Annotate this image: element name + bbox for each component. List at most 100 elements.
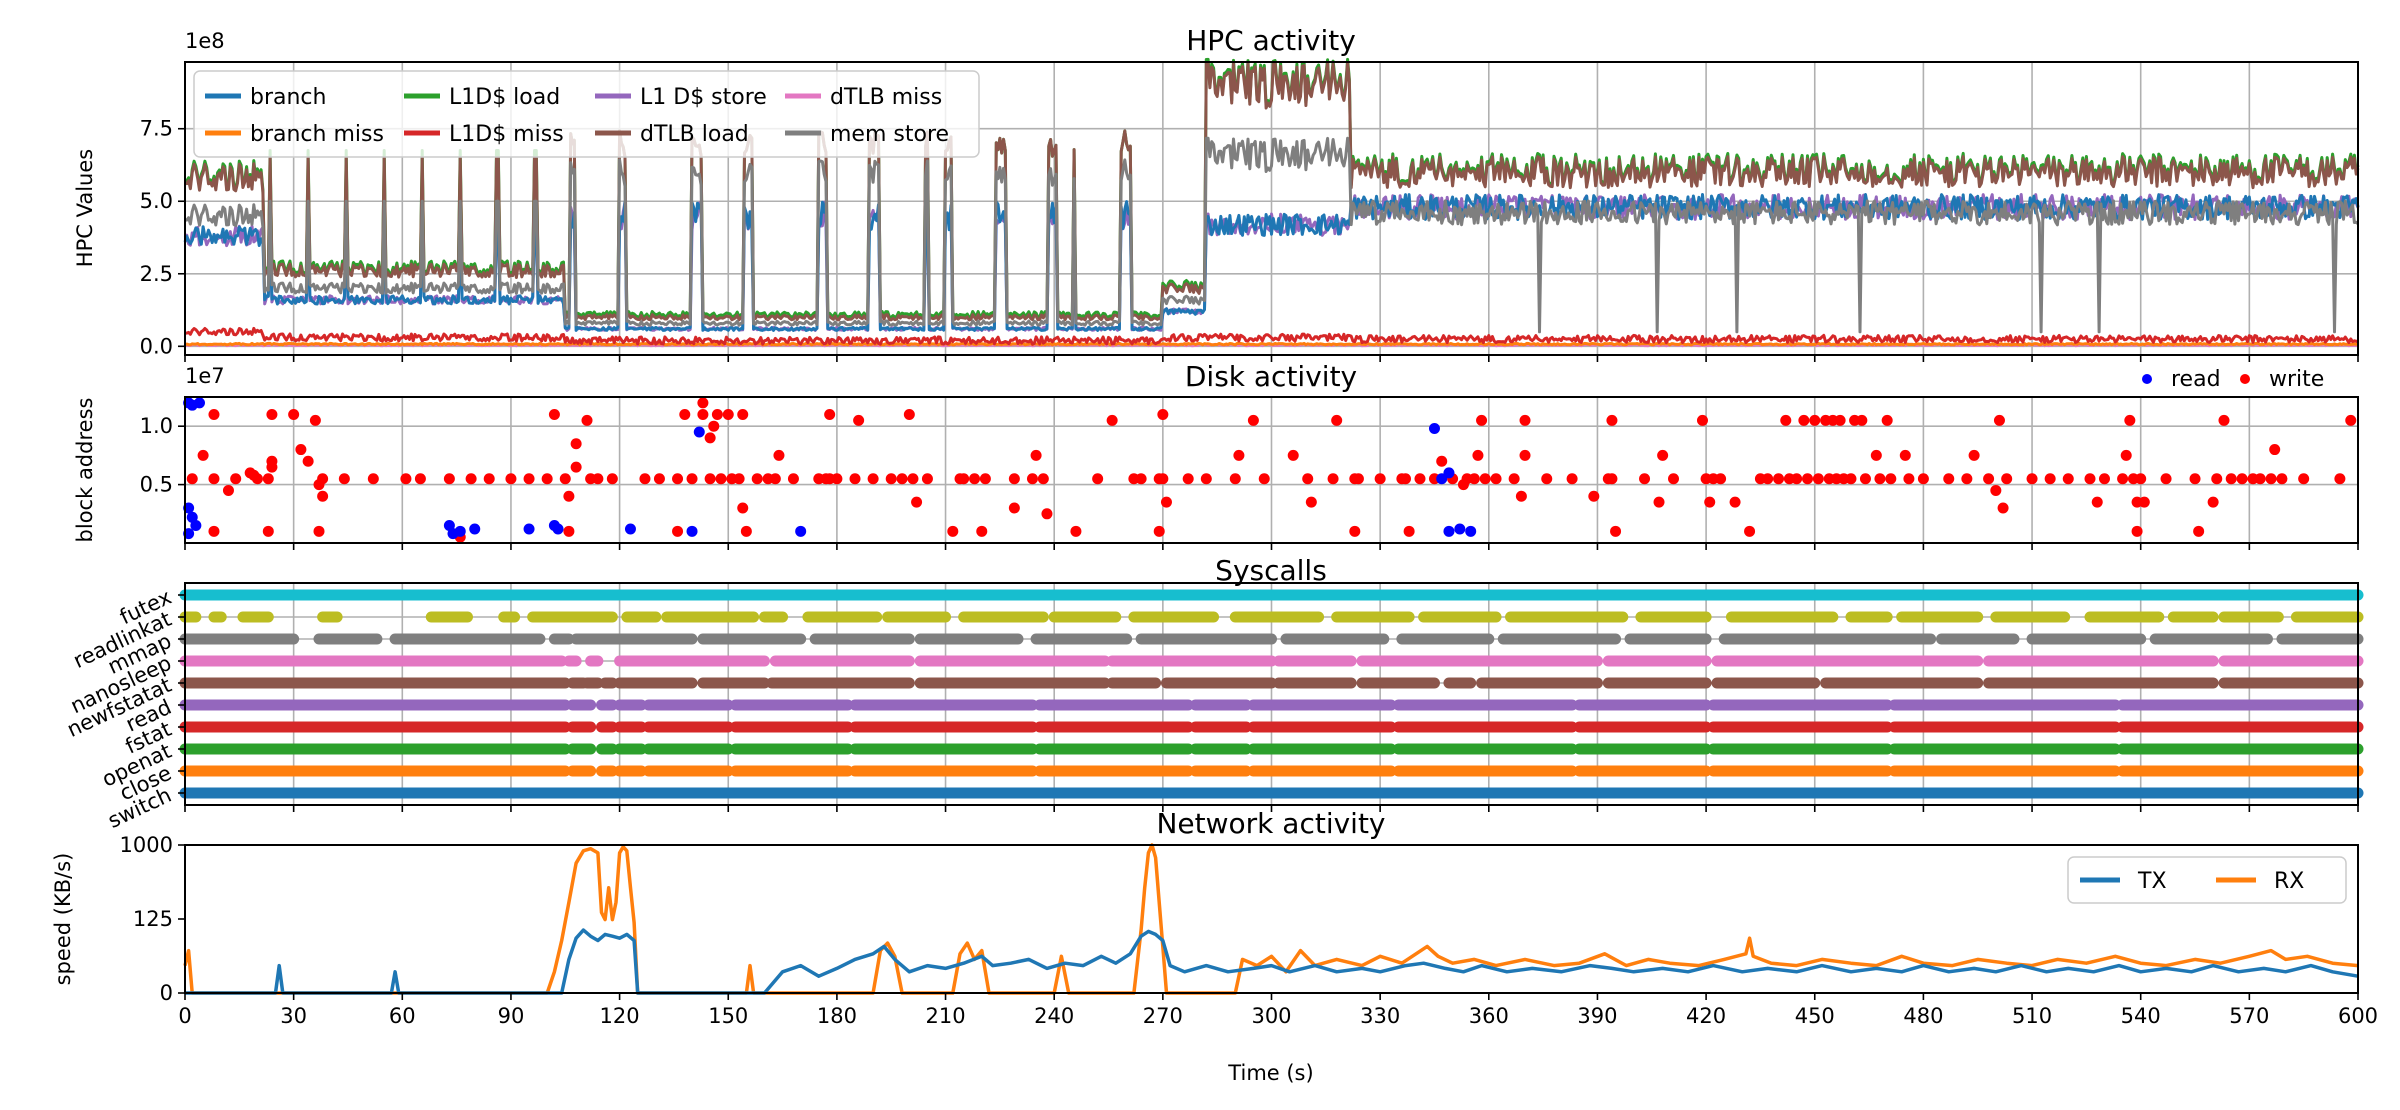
disk-write-point bbox=[1704, 496, 1716, 508]
disk-write-point bbox=[653, 473, 665, 485]
network-x-ticks: 0 30 60 90 120 150 180 210 240 270 300 330 360 390 420… bbox=[178, 993, 2378, 1028]
hpc-lines bbox=[183, 57, 2360, 348]
hpc-x-ticks bbox=[184, 355, 2359, 362]
disk-write-point bbox=[1352, 473, 1364, 485]
disk-write-point bbox=[208, 473, 220, 485]
x-tick-label: 60 bbox=[389, 1004, 416, 1028]
disk-write-point bbox=[1997, 502, 2009, 514]
legend-label: RX bbox=[2274, 869, 2304, 894]
disk-write-point bbox=[222, 484, 234, 496]
disk-write-point bbox=[1153, 525, 1165, 537]
disk-write-point bbox=[1157, 409, 1169, 421]
disk-write-point bbox=[186, 473, 198, 485]
y-tick-label: 7.5 bbox=[140, 117, 173, 141]
hpc-legend[interactable]: branch branch miss L1D$ load L1D$ miss L1 D$… bbox=[193, 70, 980, 158]
disk-write-point bbox=[2120, 449, 2132, 461]
disk-legend[interactable]: read write bbox=[2142, 367, 2324, 392]
disk-write-point bbox=[338, 473, 350, 485]
disk-write-point bbox=[309, 414, 321, 426]
disk-write-point bbox=[2084, 473, 2096, 485]
disk-write-point bbox=[1588, 490, 1600, 502]
disk-write-point bbox=[2135, 473, 2147, 485]
disk-read-point bbox=[552, 523, 564, 535]
disk-write-point bbox=[1508, 473, 1520, 485]
disk-y-ticks: 0.5 1.0 bbox=[140, 414, 185, 497]
disk-write-point bbox=[2193, 525, 2205, 537]
network-legend[interactable]: TX RX bbox=[2067, 856, 2347, 904]
disk-write-point bbox=[2091, 496, 2103, 508]
disk-write-point bbox=[1812, 473, 1824, 485]
y-tick-label: 0 bbox=[160, 981, 173, 1005]
disk-write-point bbox=[1993, 414, 2005, 426]
x-tick-label: 150 bbox=[708, 1004, 748, 1028]
disk-read-point bbox=[190, 519, 202, 531]
disk-read-point bbox=[795, 525, 807, 537]
disk-write-point bbox=[2236, 473, 2248, 485]
disk-write-point bbox=[1468, 473, 1480, 485]
disk-write-point bbox=[465, 473, 477, 485]
x-tick-label: 360 bbox=[1469, 1004, 1509, 1028]
disk-write-point bbox=[1135, 473, 1147, 485]
disk-write-point bbox=[679, 409, 691, 421]
disk-write-point bbox=[824, 409, 836, 421]
disk-write-point bbox=[715, 473, 727, 485]
disk-write-point bbox=[1515, 490, 1527, 502]
x-tick-label: 270 bbox=[1143, 1004, 1183, 1028]
x-tick-label: 90 bbox=[498, 1004, 525, 1028]
disk-write-point bbox=[1961, 473, 1973, 485]
disk-write-point bbox=[302, 455, 314, 467]
disk-read-point bbox=[1443, 525, 1455, 537]
disk-write-point bbox=[672, 525, 684, 537]
disk-write-point bbox=[697, 397, 709, 409]
x-tick-label: 210 bbox=[926, 1004, 966, 1028]
disk-write-point bbox=[1845, 473, 1857, 485]
legend-label: L1 D$ store bbox=[640, 85, 767, 110]
disk-write-point bbox=[1349, 525, 1361, 537]
disk-write-point bbox=[1780, 414, 1792, 426]
network-title: Network activity bbox=[1156, 807, 1385, 840]
disk-write-point bbox=[443, 473, 455, 485]
disk-write-point bbox=[1070, 525, 1082, 537]
disk-write-point bbox=[1414, 473, 1426, 485]
disk-write-point bbox=[1653, 496, 1665, 508]
disk-write-point bbox=[523, 473, 535, 485]
disk-write-point bbox=[1834, 414, 1846, 426]
disk-write-point bbox=[262, 473, 274, 485]
disk-write-point bbox=[1668, 473, 1680, 485]
disk-write-point bbox=[958, 473, 970, 485]
disk-write-point bbox=[1041, 508, 1053, 520]
disk-write-point bbox=[1008, 502, 1020, 514]
legend-marker bbox=[2142, 374, 2152, 384]
disk-write-point bbox=[1233, 449, 1245, 461]
series-line-l1d-miss bbox=[184, 326, 2359, 346]
disk-write-point bbox=[1639, 473, 1651, 485]
x-tick-label: 570 bbox=[2229, 1004, 2269, 1028]
x-tick-label: 300 bbox=[1251, 1004, 1291, 1028]
disk-write-point bbox=[197, 449, 209, 461]
disk-write-point bbox=[1490, 473, 1502, 485]
disk-write-point bbox=[505, 473, 517, 485]
syscalls-title: Syscalls bbox=[1215, 554, 1327, 587]
disk-write-point bbox=[1541, 473, 1553, 485]
y-tick-label: 1.0 bbox=[140, 414, 173, 438]
disk-write-point bbox=[2044, 473, 2056, 485]
disk-write-point bbox=[570, 461, 582, 473]
disk-write-point bbox=[1856, 414, 1868, 426]
disk-write-point bbox=[1302, 473, 1314, 485]
disk-write-point bbox=[1157, 473, 1169, 485]
disk-write-point bbox=[969, 473, 981, 485]
disk-read-point bbox=[193, 397, 205, 409]
disk-write-point bbox=[1859, 473, 1871, 485]
disk-write-point bbox=[2138, 496, 2150, 508]
disk-write-point bbox=[1773, 473, 1785, 485]
disk-write-point bbox=[1729, 496, 1741, 508]
disk-write-point bbox=[1990, 484, 2002, 496]
disk-write-point bbox=[2124, 414, 2136, 426]
disk-write-point bbox=[2062, 473, 2074, 485]
series-line-dtlb-load bbox=[184, 61, 2360, 322]
disk-write-point bbox=[2160, 473, 2172, 485]
disk-write-point bbox=[711, 409, 723, 421]
disk-write-point bbox=[2026, 473, 2038, 485]
